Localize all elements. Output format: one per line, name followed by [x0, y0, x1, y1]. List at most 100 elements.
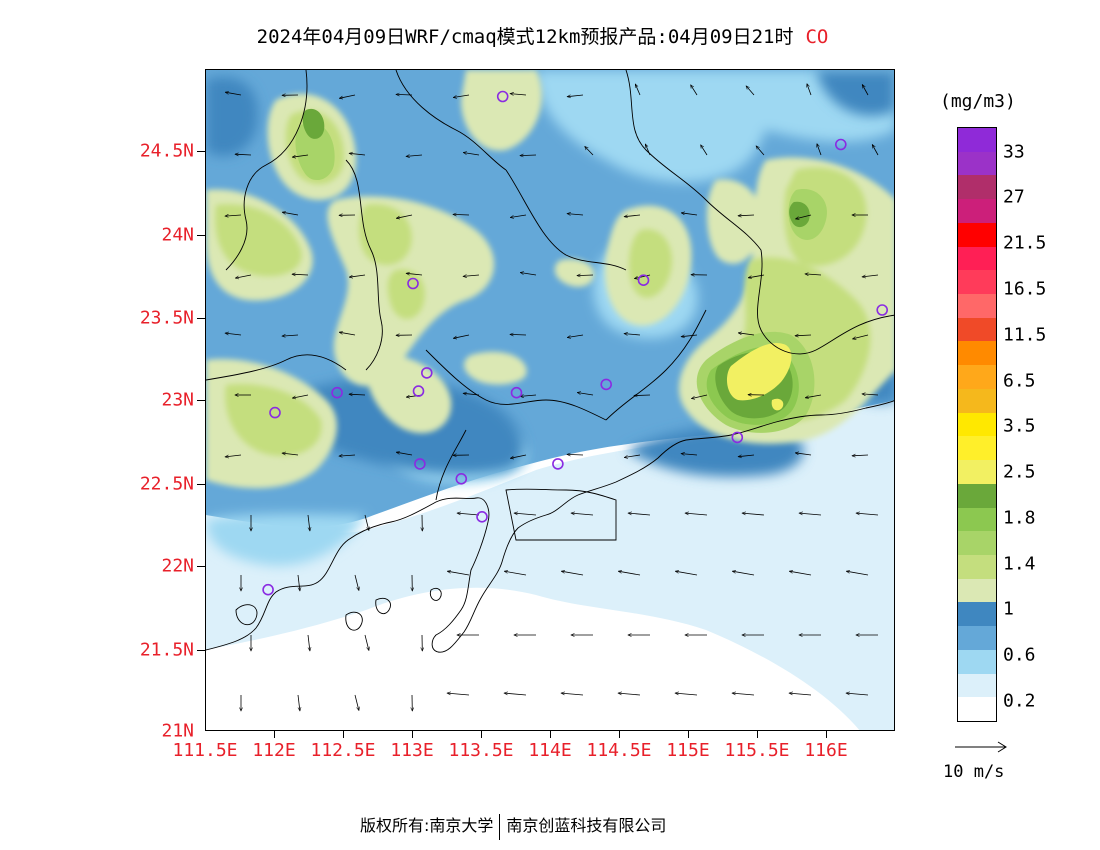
wind-arrow: [510, 214, 527, 218]
wind-arrow: [795, 453, 812, 456]
wind-arrow: [453, 334, 470, 338]
copyright-footer: 版权所有:南京大学 南京创蓝科技有限公司: [360, 812, 666, 840]
wind-arrow: [520, 155, 537, 156]
wind-arrow: [453, 94, 470, 98]
wind-arrow: [805, 394, 822, 398]
wind-arrow: [235, 274, 252, 278]
wind-arrow: [282, 212, 299, 216]
wind-arrow: [675, 693, 698, 696]
legend-swatch: [958, 341, 996, 366]
station-marker: [407, 277, 419, 290]
wind-arrow: [567, 214, 584, 215]
station-marker: [412, 385, 425, 397]
wind-arrow: [457, 513, 480, 516]
legend-label: 0.6: [1003, 644, 1036, 666]
wind-arrow: [561, 693, 584, 696]
wind-arrow: [463, 393, 480, 395]
legend-swatch: [958, 483, 996, 509]
lat-tick: [197, 484, 205, 485]
wind-arrow: [561, 571, 584, 576]
legend-label: 0.2: [1003, 690, 1036, 712]
station-marker: [476, 510, 488, 523]
station-marker: [455, 472, 468, 485]
legend-swatch: [958, 626, 996, 651]
wind-arrow: [675, 571, 698, 576]
lon-label-112: 112E: [252, 740, 296, 761]
wind-arrow: [567, 454, 584, 455]
lon-label-113.5: 113.5E: [448, 740, 514, 761]
wind-arrow: [297, 574, 300, 591]
wind-arrow: [292, 154, 309, 157]
wind-arrow: [644, 144, 651, 156]
lon-label-112.5: 112.5E: [310, 740, 376, 761]
title-text: 2024年04月09日WRF/cmaq模式12km预报产品:04月09日21时: [256, 26, 794, 48]
wind-arrow: [406, 273, 423, 275]
station-marker: [496, 90, 509, 103]
wind-arrow: [628, 513, 651, 516]
wind-arrow: [789, 693, 812, 696]
map-canvas: [206, 70, 894, 730]
legend-swatch: [958, 602, 996, 627]
wind-arrow: [732, 693, 755, 696]
wind-arrow: [618, 571, 641, 576]
lat-label-23.5: 23.5N: [139, 307, 194, 329]
wind-arrow: [225, 454, 242, 457]
legend-swatch: [958, 222, 996, 248]
wind-arrow: [396, 214, 413, 218]
forecast-map: [205, 69, 895, 731]
wind-arrow: [225, 92, 242, 96]
wind-arrow: [624, 334, 641, 335]
wind-arrow: [756, 146, 765, 156]
wind-arrow: [796, 214, 812, 219]
wind-arrow: [354, 574, 359, 591]
wind-arrow: [504, 571, 527, 576]
wind-arrow: [225, 215, 242, 216]
wind-arrow: [354, 694, 359, 711]
wind-arrow: [681, 335, 698, 337]
wind-arrow: [225, 333, 242, 336]
legend-label: 1.4: [1003, 553, 1036, 575]
wind-arrow: [799, 513, 822, 516]
wind-arrow: [567, 95, 584, 97]
legend-swatch: [958, 554, 996, 580]
wind-arrow: [585, 146, 594, 156]
lat-tick: [197, 318, 205, 319]
wind-arrow: [514, 513, 537, 516]
wind-arrow: [396, 452, 413, 456]
legend-swatch: [958, 697, 996, 722]
lon-tick: [757, 731, 758, 738]
wind-arrow: [520, 273, 537, 276]
wind-arrow: [691, 394, 708, 399]
wind-arrow: [746, 86, 755, 96]
wind-arrow: [453, 214, 470, 215]
legend-swatch: [958, 151, 996, 176]
legend-swatch: [958, 175, 996, 200]
lat-tick: [197, 566, 205, 567]
wind-arrow: [861, 85, 869, 96]
legend-swatch: [958, 128, 996, 153]
wind-arrow: [510, 94, 527, 95]
legend-swatch: [958, 673, 996, 698]
legend-label: 6.5: [1003, 370, 1036, 392]
wind-arrow: [297, 694, 300, 711]
station-marker: [510, 386, 523, 399]
legend-label: 1: [1003, 598, 1014, 620]
station-marker: [731, 431, 744, 444]
wind-arrow: [681, 213, 698, 216]
legend-label: 11.5: [1003, 324, 1047, 346]
wind-arrow: [349, 394, 366, 395]
lon-tick: [274, 731, 275, 738]
wind-arrow: [817, 144, 822, 156]
wind-arrow: [349, 274, 366, 277]
green-areas: [295, 108, 827, 433]
wind-arrow: [681, 454, 698, 455]
wind-arrow: [618, 693, 641, 696]
wind-arrow: [447, 693, 470, 696]
lat-label-21.5: 21.5N: [139, 639, 194, 661]
legend-unit: (mg/m3): [940, 91, 1016, 112]
lat-label-21: 21N: [161, 720, 194, 742]
lat-tick: [197, 151, 205, 152]
legend-label: 27: [1003, 186, 1025, 208]
wind-arrow: [624, 454, 641, 458]
copyright-text: 版权所有:南京大学: [360, 816, 494, 835]
